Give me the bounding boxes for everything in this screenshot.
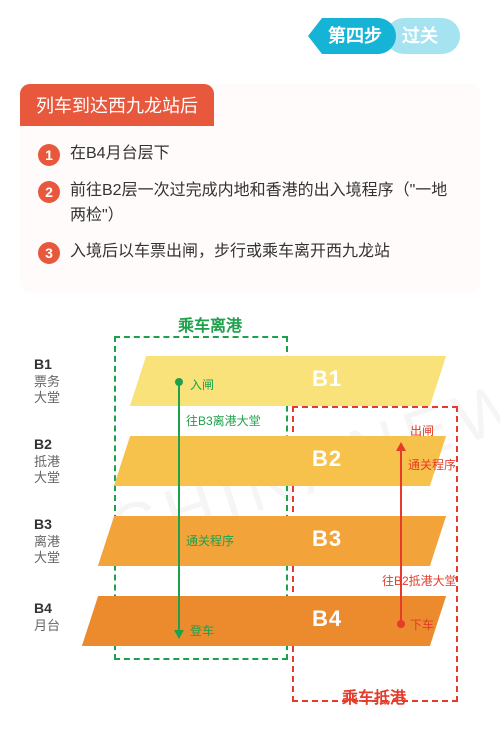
arrive-arrow-line	[400, 450, 402, 626]
instruction-card: 列车到达西九龙站后 1 在B4月台层下 2 前往B2层一次过完成内地和香港的出入…	[20, 84, 480, 293]
step-badge: 1	[38, 144, 60, 166]
step-badge: 3	[38, 242, 60, 264]
step-action-pill: 过关	[386, 18, 460, 54]
floor-code-B4: B4	[312, 606, 342, 632]
depart-arrow-dot-icon	[175, 378, 183, 386]
floor-band-B3	[98, 516, 446, 566]
depart-arrow-label: 往B3离港大堂	[186, 412, 261, 429]
group-label-arrive: 乘车抵港	[342, 684, 406, 708]
step-item: 1 在B4月台层下	[38, 142, 462, 167]
arrive-arrow-label: 下车	[410, 616, 434, 633]
step-item: 3 入境后以车票出闸，步行或乘车离开西九龙站	[38, 240, 462, 265]
arrive-arrow-dot-icon	[397, 620, 405, 628]
arrive-arrow-label: 出闸	[410, 422, 434, 439]
arrive-arrow-label: 通关程序	[408, 456, 456, 473]
depart-arrow-label: 登车	[190, 622, 214, 639]
floor-label-B4: B4月台	[34, 600, 60, 634]
floor-label-B1: B1票务大堂	[34, 356, 60, 406]
step-badge: 2	[38, 181, 60, 203]
step-text: 入境后以车票出闸，步行或乘车离开西九龙站	[70, 240, 390, 265]
step-text: 在B4月台层下	[70, 142, 170, 167]
step-list: 1 在B4月台层下 2 前往B2层一次过完成内地和香港的出入境程序（"一地两检"…	[20, 126, 480, 283]
depart-arrow-label: 通关程序	[186, 532, 234, 549]
step-header: 第四步 过关	[308, 18, 460, 54]
floor-code-B3: B3	[312, 526, 342, 552]
step-text: 前往B2层一次过完成内地和香港的出入境程序（"一地两检"）	[70, 179, 462, 229]
group-label-depart: 乘车离港	[178, 312, 242, 336]
step-number-pill: 第四步	[322, 18, 396, 54]
step-item: 2 前往B2层一次过完成内地和香港的出入境程序（"一地两检"）	[38, 179, 462, 229]
depart-arrow-arrowhead-icon	[174, 630, 184, 639]
floor-label-B2: B2抵港大堂	[34, 436, 60, 486]
depart-arrow-label: 入闸	[190, 376, 214, 393]
card-title: 列车到达西九龙站后	[20, 84, 214, 126]
floor-diagram: 乘车离港乘车抵港 B1 B1票务大堂 B2 B2抵港大堂 B3 B3离港大堂 B4 B4月台 入闸…	[34, 300, 466, 720]
floor-code-B2: B2	[312, 446, 342, 472]
arrow-left-icon	[308, 18, 322, 54]
floor-code-B1: B1	[312, 366, 342, 392]
depart-arrow-line	[178, 382, 180, 630]
floor-band-B4	[82, 596, 446, 646]
arrive-arrow-label: 往B2抵港大堂	[382, 572, 457, 589]
floor-label-B3: B3离港大堂	[34, 516, 60, 566]
arrive-arrow-arrowhead-icon	[396, 442, 406, 451]
